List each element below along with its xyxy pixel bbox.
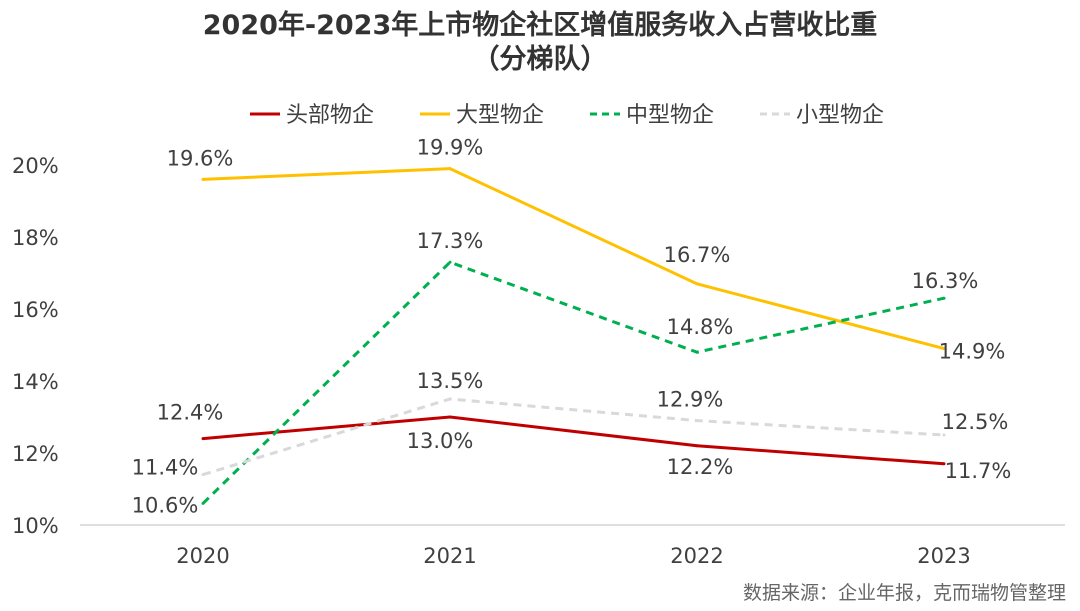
data-label: 16.3% — [912, 269, 979, 293]
data-point — [448, 167, 452, 171]
legend-label: 头部物企 — [286, 103, 374, 128]
data-point — [201, 501, 205, 505]
data-label: 17.3% — [417, 229, 484, 253]
data-label: 19.9% — [417, 136, 484, 160]
x-tick-label: 2022 — [670, 544, 723, 568]
x-tick-label: 2021 — [423, 544, 476, 568]
data-point — [201, 473, 205, 477]
legend-label: 中型物企 — [626, 103, 714, 128]
y-tick-label: 16% — [12, 298, 59, 322]
data-point — [942, 433, 946, 437]
data-label: 11.4% — [132, 456, 199, 480]
data-point — [448, 260, 452, 264]
data-label: 14.9% — [939, 340, 1006, 364]
data-point — [448, 415, 452, 419]
data-point — [695, 419, 699, 423]
source-note: 数据来源：企业年报，克而瑞物管整理 — [742, 582, 1066, 604]
data-point — [448, 397, 452, 401]
data-label: 12.9% — [657, 388, 724, 412]
data-point — [695, 282, 699, 286]
series-line-3 — [202, 397, 945, 477]
data-label: 13.0% — [407, 429, 474, 453]
data-point — [942, 296, 946, 300]
y-tick-label: 10% — [12, 514, 59, 538]
data-label: 10.6% — [132, 493, 199, 517]
series-line-0 — [202, 415, 945, 466]
data-label: 12.4% — [157, 401, 224, 425]
data-point — [942, 462, 946, 466]
data-point — [942, 347, 946, 351]
chart-subtitle: （分梯队） — [472, 44, 608, 75]
data-label: 14.8% — [667, 315, 734, 339]
legend-label: 大型物企 — [456, 103, 544, 128]
x-tick-label: 2023 — [917, 544, 970, 568]
legend-label: 小型物企 — [796, 103, 884, 128]
y-tick-label: 18% — [12, 226, 59, 250]
data-point — [695, 350, 699, 354]
data-point — [201, 437, 205, 441]
data-point — [201, 177, 205, 181]
data-label: 16.7% — [664, 243, 731, 267]
series-line-2 — [201, 260, 945, 505]
x-tick-label: 2020 — [176, 544, 229, 568]
data-point — [695, 444, 699, 448]
data-label: 19.6% — [167, 146, 234, 170]
y-tick-label: 12% — [12, 442, 59, 466]
chart-title: 2020年-2023年上市物企社区增值服务收入占营收比重 — [202, 10, 878, 41]
data-label: 13.5% — [417, 369, 484, 393]
y-tick-label: 20% — [12, 154, 59, 178]
y-tick-label: 14% — [12, 370, 59, 394]
data-label: 11.7% — [945, 459, 1012, 483]
data-label: 12.2% — [667, 455, 734, 479]
series-line-1 — [202, 167, 945, 351]
data-label: 12.5% — [942, 410, 1009, 434]
